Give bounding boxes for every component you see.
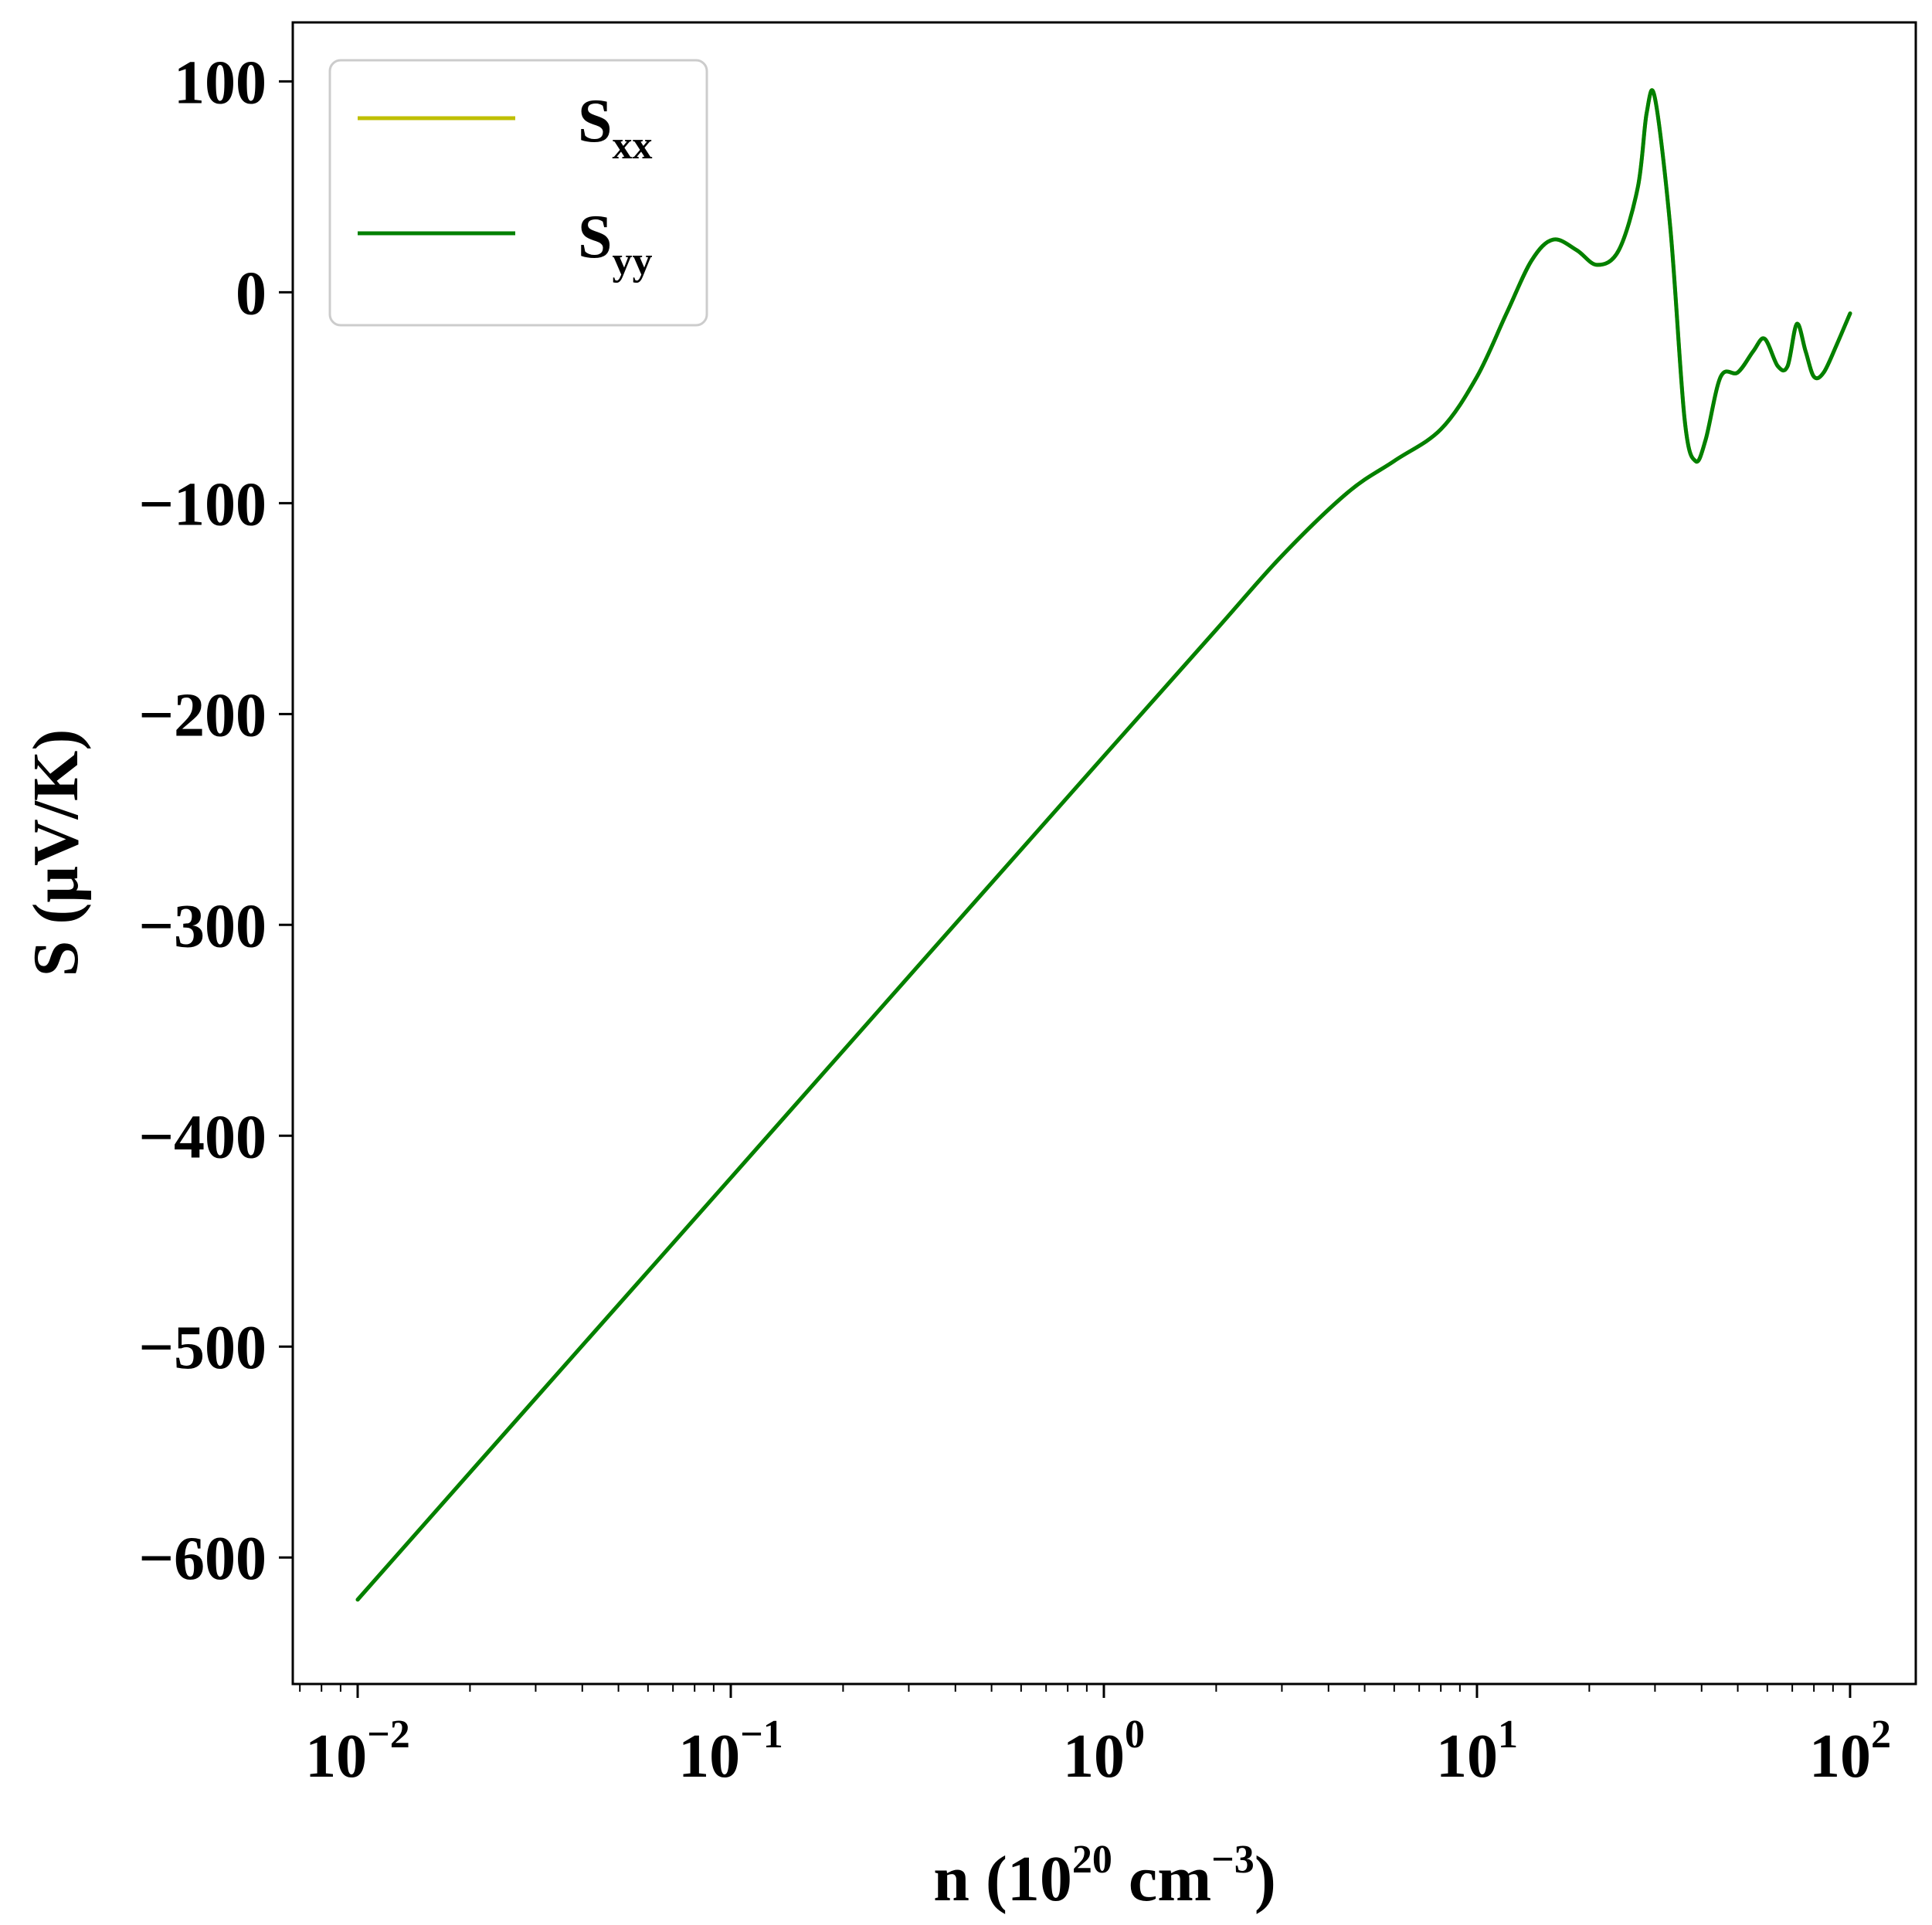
y-tick-label: 0 [236, 260, 267, 328]
x-tick-label: 10−2 [305, 1713, 410, 1791]
x-tick-label: 10−1 [678, 1713, 783, 1791]
y-axis-ticks: 100 0 −100 −200 −300 −400 −500 −600 [138, 49, 293, 1593]
y-tick-label: −400 [138, 1103, 267, 1171]
legend: Sxx Syy [328, 59, 708, 327]
y-tick-label: −500 [138, 1314, 267, 1382]
x-tick-label: 101 [1436, 1713, 1518, 1791]
y-tick-label: −600 [138, 1525, 267, 1593]
x-axis-title: n (1020 cm−3) [933, 1838, 1276, 1915]
legend-label-syy: Syy [578, 203, 653, 283]
plot-lines [355, 88, 1852, 1602]
y-tick-label: −100 [138, 470, 267, 538]
series-line-s-yy [355, 88, 1852, 1602]
x-tick-label: 102 [1809, 1713, 1891, 1791]
y-tick-label: 100 [174, 49, 267, 117]
y-tick-label: −300 [138, 892, 267, 960]
y-tick-label: −200 [138, 681, 267, 749]
y-axis-title: S (μV/K) [20, 729, 92, 977]
x-axis-ticks: 10−2 10−1 100 101 102 [299, 1684, 1891, 1791]
x-tick-label: 100 [1063, 1713, 1145, 1791]
legend-box [328, 59, 708, 327]
legend-label-sxx: Sxx [578, 87, 653, 168]
